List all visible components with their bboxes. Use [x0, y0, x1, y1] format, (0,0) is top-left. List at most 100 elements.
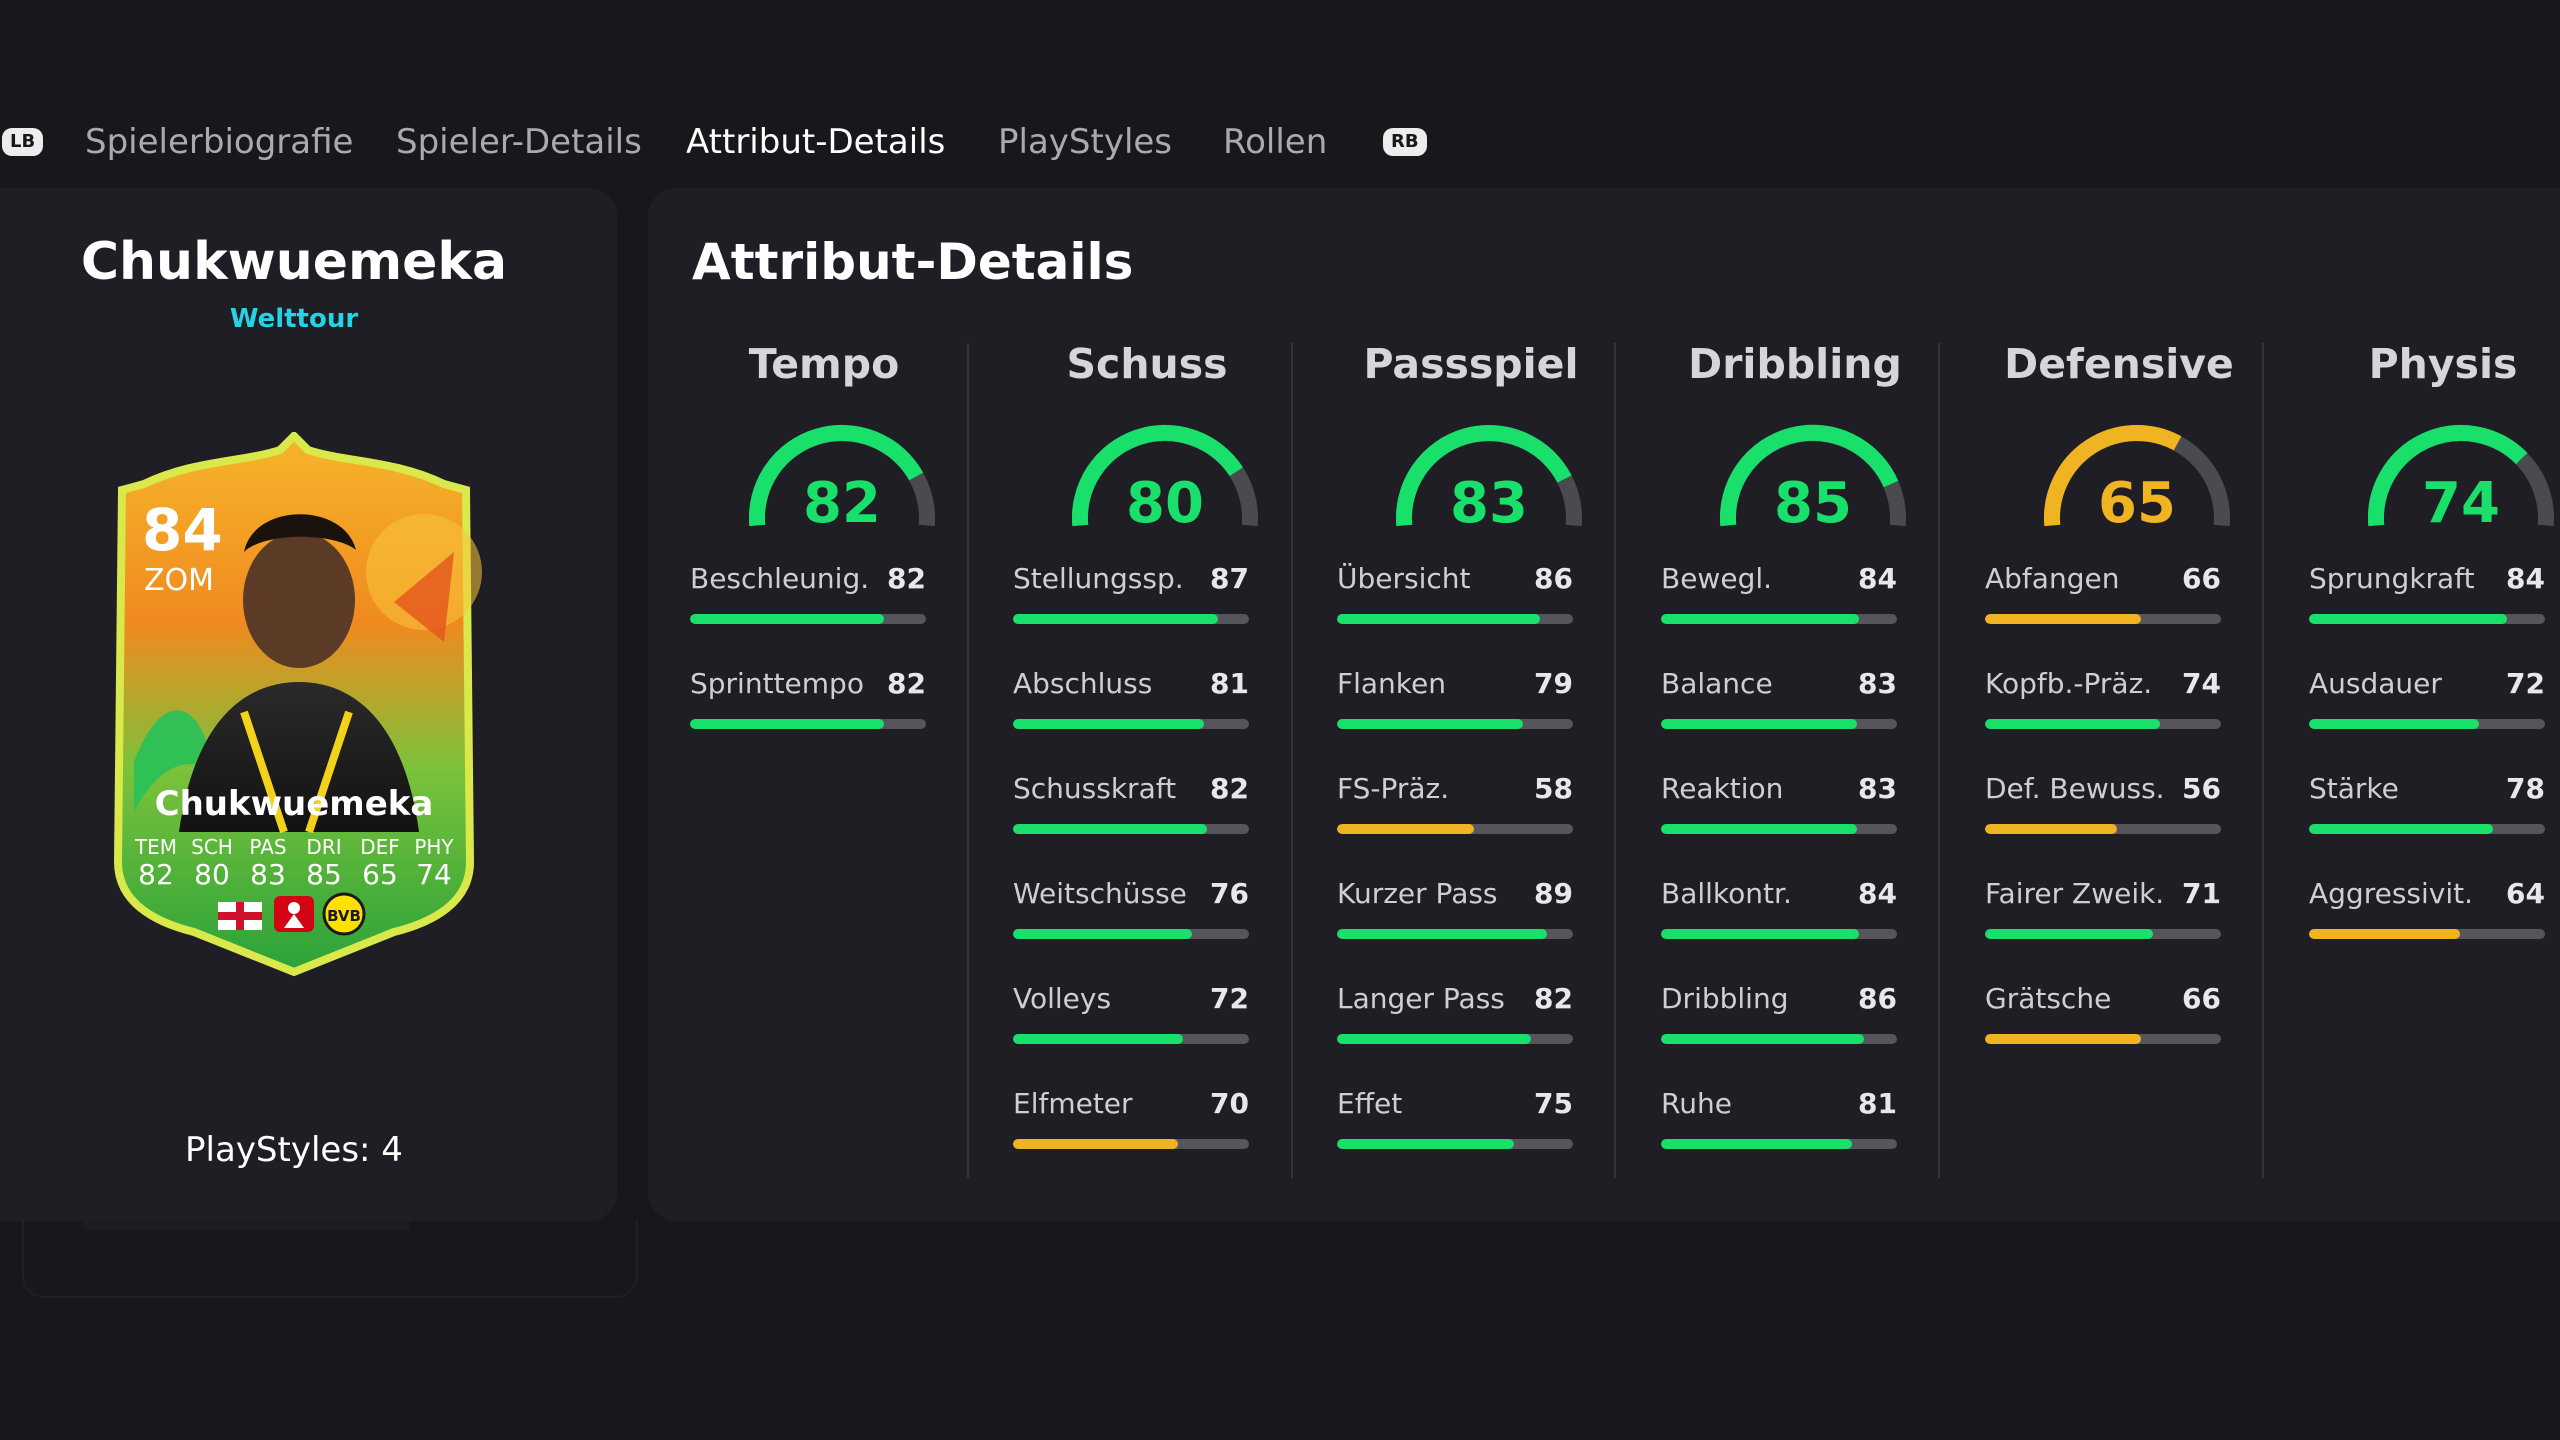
stat-bar-fill [1013, 614, 1219, 624]
stat-value: 86 [1534, 562, 1573, 595]
card-rating: 84 [142, 496, 223, 564]
stat-bar-fill [1661, 929, 1860, 939]
stat-row[interactable]: Kurzer Pass 89 [1337, 877, 1573, 939]
stat-row[interactable]: Effet 75 [1337, 1087, 1573, 1149]
stat-label: Stellungssp. [1013, 562, 1184, 595]
stat-row[interactable]: Beschleunig. 82 [690, 562, 926, 624]
column-divider [967, 343, 969, 1178]
category-gauge: 80 [1071, 424, 1258, 528]
stat-row[interactable]: Elfmeter 70 [1013, 1087, 1249, 1149]
stat-bar-fill [1013, 1139, 1179, 1149]
bvb-crest-icon: BVB [322, 892, 366, 936]
tab-attribut-details[interactable]: Attribut-Details [686, 122, 946, 162]
gauge-fill [2043, 425, 2182, 527]
stat-value: 78 [2506, 772, 2545, 805]
stat-bar-fill [690, 719, 884, 729]
stat-row[interactable]: Kopfb.-Präz. 74 [1985, 667, 2221, 729]
left-panel-shadow [84, 1220, 410, 1230]
stat-row[interactable]: Grätsche 66 [1985, 982, 2221, 1044]
stat-bar-track [690, 719, 926, 729]
bundesliga-logo-icon [274, 896, 314, 932]
stat-row[interactable]: FS-Präz. 58 [1337, 772, 1573, 834]
category-name: Passspiel [1363, 340, 1579, 388]
stat-bar-fill [1013, 719, 1205, 729]
stat-bar-track [1661, 824, 1897, 834]
stat-row[interactable]: Weitschüsse 76 [1013, 877, 1249, 939]
rb-button-icon[interactable]: RB [1383, 128, 1427, 156]
category-value: 83 [1450, 471, 1528, 528]
lb-button-icon[interactable]: LB [2, 128, 44, 156]
stat-row[interactable]: Sprinttempo 82 [690, 667, 926, 729]
stat-label: Abfangen [1985, 562, 2120, 595]
stat-bar-fill [1337, 824, 1474, 834]
category-name: Dribbling [1688, 340, 1902, 388]
stat-row[interactable]: Volleys 72 [1013, 982, 1249, 1044]
stat-row[interactable]: Sprungkraft 84 [2309, 562, 2545, 624]
stat-label: Schusskraft [1013, 772, 1177, 805]
stat-bar-track [1013, 824, 1249, 834]
card-player-name: Chukwuemeka [155, 784, 434, 824]
stat-bar-track [1661, 614, 1897, 624]
column-divider [1291, 343, 1293, 1178]
card-stat-value: 83 [250, 858, 286, 891]
stat-label: Aggressivit. [2309, 877, 2474, 910]
stat-value: 71 [2182, 877, 2221, 910]
stat-row[interactable]: Ballkontr. 84 [1661, 877, 1897, 939]
england-flag-icon [218, 902, 262, 930]
stat-row[interactable]: Flanken 79 [1337, 667, 1573, 729]
stat-row[interactable]: Reaktion 83 [1661, 772, 1897, 834]
stat-label: FS-Präz. [1337, 772, 1450, 805]
column-divider [1614, 343, 1616, 1178]
tab-playstyles[interactable]: PlayStyles [998, 122, 1173, 162]
stat-label: Def. Bewuss. [1985, 772, 2165, 805]
column-divider [2262, 343, 2264, 1178]
tab-rollen[interactable]: Rollen [1223, 122, 1328, 162]
stat-row[interactable]: Stellungssp. 87 [1013, 562, 1249, 624]
stat-bar-track [1661, 719, 1897, 729]
stat-row[interactable]: Ausdauer 72 [2309, 667, 2545, 729]
stat-bar-fill [1661, 1139, 1853, 1149]
stat-value: 76 [1210, 877, 1249, 910]
stat-row[interactable]: Fairer Zweik. 71 [1985, 877, 2221, 939]
stat-label: Übersicht [1337, 562, 1471, 595]
stat-row[interactable]: Bewegl. 84 [1661, 562, 1897, 624]
stat-bar-fill [1013, 1034, 1183, 1044]
stat-bar-fill [1337, 929, 1548, 939]
stat-value: 72 [1210, 982, 1249, 1015]
category-name: Defensive [2004, 340, 2234, 388]
stat-row[interactable]: Stärke 78 [2309, 772, 2545, 834]
stat-bar-fill [690, 614, 884, 624]
stat-value: 66 [2182, 562, 2221, 595]
stat-bar-fill [2309, 824, 2494, 834]
stat-bar-track [1337, 929, 1573, 939]
tab-spieler-details[interactable]: Spieler-Details [396, 122, 642, 162]
stat-row[interactable]: Schusskraft 82 [1013, 772, 1249, 834]
tab-spielerbiografie[interactable]: Spielerbiografie [85, 122, 354, 162]
card-decoration-leaf [394, 552, 454, 642]
stat-label: Balance [1661, 667, 1773, 700]
stat-row[interactable]: Langer Pass 82 [1337, 982, 1573, 1044]
stat-value: 74 [2182, 667, 2221, 700]
stat-bar-track [1985, 614, 2221, 624]
stat-bar-track [2309, 929, 2545, 939]
stat-label: Ruhe [1661, 1087, 1732, 1120]
stat-bar-fill [1337, 1139, 1514, 1149]
stat-row[interactable]: Aggressivit. 64 [2309, 877, 2545, 939]
stat-row[interactable]: Übersicht 86 [1337, 562, 1573, 624]
stat-row[interactable]: Abschluss 81 [1013, 667, 1249, 729]
category-gauge: 85 [1719, 424, 1906, 528]
stat-label: Flanken [1337, 667, 1446, 700]
stat-row[interactable]: Balance 83 [1661, 667, 1897, 729]
stat-value: 89 [1534, 877, 1573, 910]
card-stat-value: 80 [194, 858, 230, 891]
stat-row[interactable]: Dribbling 86 [1661, 982, 1897, 1044]
left-panel-underlay [22, 1220, 638, 1298]
category-value: 85 [1774, 471, 1852, 528]
stat-row[interactable]: Ruhe 81 [1661, 1087, 1897, 1149]
stat-value: 70 [1210, 1087, 1249, 1120]
gauge-fill [2367, 424, 2528, 527]
stat-row[interactable]: Abfangen 66 [1985, 562, 2221, 624]
stat-row[interactable]: Def. Bewuss. 56 [1985, 772, 2221, 834]
player-head [243, 532, 355, 668]
